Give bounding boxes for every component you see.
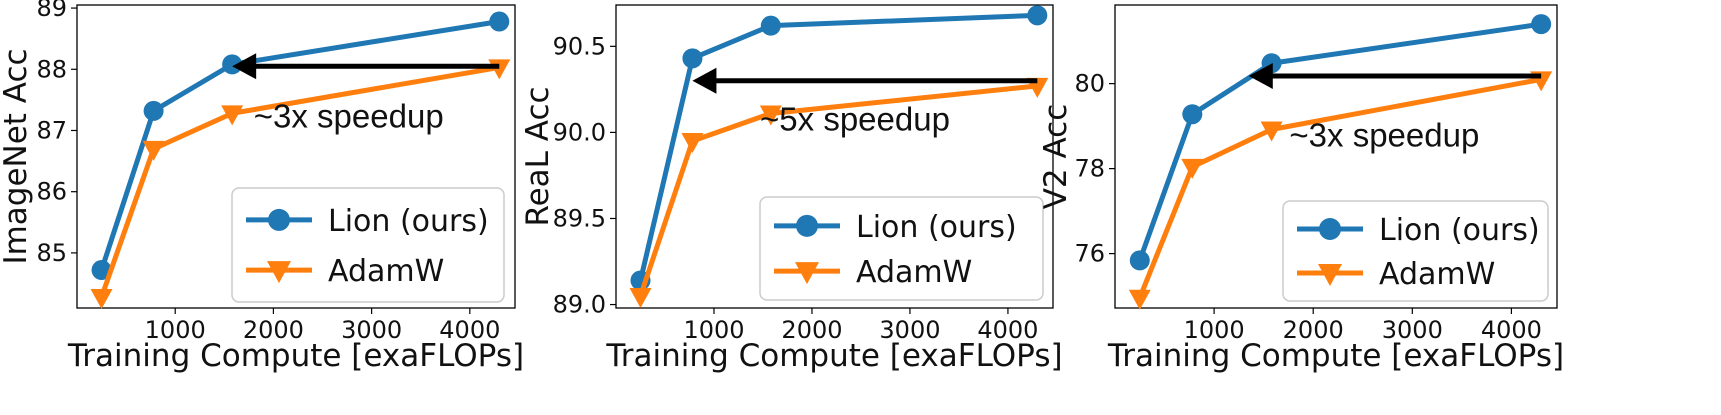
panel-3: 1000 2000 3000 4000 76 78 80 Training Compute […: [1038, 4, 1564, 374]
adamw-data-point: [759, 105, 782, 126]
x-tick-label: 3000: [341, 316, 402, 344]
legend-label: Lion (ours): [1379, 213, 1540, 248]
panel-1: 1000 2000 3000 4000 85 86 87 88 89 Training Compu…: [0, 0, 524, 374]
adamw-data-point: [1181, 158, 1204, 179]
legend-label: AdamW: [328, 254, 444, 289]
y-tick-label: 89: [36, 0, 67, 22]
x-tick-label: 4000: [977, 316, 1038, 344]
lion-data-point: [1182, 104, 1203, 125]
adamw-data-point: [90, 288, 113, 309]
legend-marker: [795, 262, 819, 285]
adamw-data-point: [629, 287, 652, 308]
legend-box: [759, 196, 1044, 301]
y-tick-label: 87: [36, 116, 67, 144]
x-tick-label: 4000: [439, 316, 500, 344]
lion-data-point: [1129, 250, 1150, 271]
legend: Lion (ours) AdamW: [231, 187, 505, 303]
y-tick-label: 89.5: [553, 204, 606, 232]
legend-marker: [267, 261, 291, 284]
speedup-arrowhead: [232, 53, 257, 80]
x-tick-label: 4000: [1481, 316, 1542, 344]
lion-data-point: [760, 15, 781, 36]
x-tick-label: 2000: [1283, 316, 1344, 344]
x-axis-label: Training Compute [exaFLOPs]: [605, 338, 1062, 374]
adamw-data-point: [142, 140, 165, 161]
plot-frame: [1114, 4, 1558, 309]
legend-box: [1282, 200, 1549, 302]
legend-label: AdamW: [1379, 257, 1495, 292]
lion-series-line: [99, 19, 500, 271]
x-axis-label: Training Compute [exaFLOPs]: [67, 338, 524, 374]
x-axis-label: Training Compute [exaFLOPs]: [1107, 338, 1564, 374]
lion-data-point: [682, 48, 703, 69]
legend-label: Lion (ours): [856, 210, 1017, 245]
plot-frame: [76, 4, 516, 309]
lion-data-point: [1027, 5, 1048, 26]
adamw-series-line: [99, 64, 500, 298]
speedup-arrowhead: [1248, 62, 1273, 89]
adamw-series-line: [1137, 76, 1542, 299]
y-tick-label: 86: [36, 178, 67, 206]
y-axis-label: V2 Acc: [1038, 104, 1074, 210]
legend-label: Lion (ours): [328, 204, 489, 239]
legend: Lion (ours) AdamW: [759, 196, 1044, 301]
adamw-data-point: [1260, 121, 1283, 142]
adamw-data-point: [221, 105, 244, 126]
legend-label: AdamW: [856, 255, 972, 290]
y-tick-label: 78: [1074, 155, 1105, 183]
adamw-data-point: [681, 133, 704, 154]
y-axis-label: ReaL Acc: [520, 86, 556, 226]
speedup-annotation: ~3x speedup: [254, 97, 444, 134]
adamw-series-line: [638, 83, 1038, 297]
x-tick-label: 1000: [683, 316, 744, 344]
y-tick-label: 85: [36, 239, 67, 267]
speedup-arrowhead: [692, 67, 717, 94]
legend-marker: [1318, 264, 1342, 286]
y-tick-label: 88: [36, 55, 67, 83]
lion-data-point: [1531, 14, 1552, 35]
lion-series-line: [1137, 21, 1542, 262]
legend: Lion (ours) AdamW: [1282, 200, 1549, 302]
legend-marker: [268, 208, 290, 231]
x-tick-label: 3000: [879, 316, 940, 344]
y-tick-label: 89.0: [553, 291, 606, 319]
x-tick-label: 2000: [781, 316, 842, 344]
legend-marker: [796, 214, 818, 237]
lion-data-point: [143, 100, 164, 121]
lion-series-line: [638, 12, 1038, 282]
plot-frame: [615, 4, 1054, 309]
x-tick-label: 1000: [145, 316, 206, 344]
lion-data-point: [91, 260, 112, 281]
y-axis-label: ImageNet Acc: [0, 48, 34, 264]
y-tick-label: 76: [1074, 240, 1105, 268]
y-tick-label: 90.0: [553, 118, 606, 146]
legend-marker: [1319, 218, 1341, 240]
speedup-annotation: ~3x speedup: [1289, 117, 1479, 154]
x-tick-label: 1000: [1184, 316, 1245, 344]
x-tick-label: 2000: [243, 316, 304, 344]
y-tick-label: 80: [1074, 70, 1105, 98]
panel-2: 1000 2000 3000 4000 89.0 89.5 90.0 90.5 Training…: [520, 4, 1063, 374]
lion-data-point: [489, 11, 510, 32]
lion-data-point: [222, 54, 243, 75]
legend-box: [231, 187, 505, 303]
y-tick-label: 90.5: [553, 32, 606, 60]
x-tick-label: 3000: [1382, 316, 1443, 344]
adamw-data-point: [1128, 289, 1151, 310]
speedup-annotation: ~5x speedup: [760, 101, 950, 138]
